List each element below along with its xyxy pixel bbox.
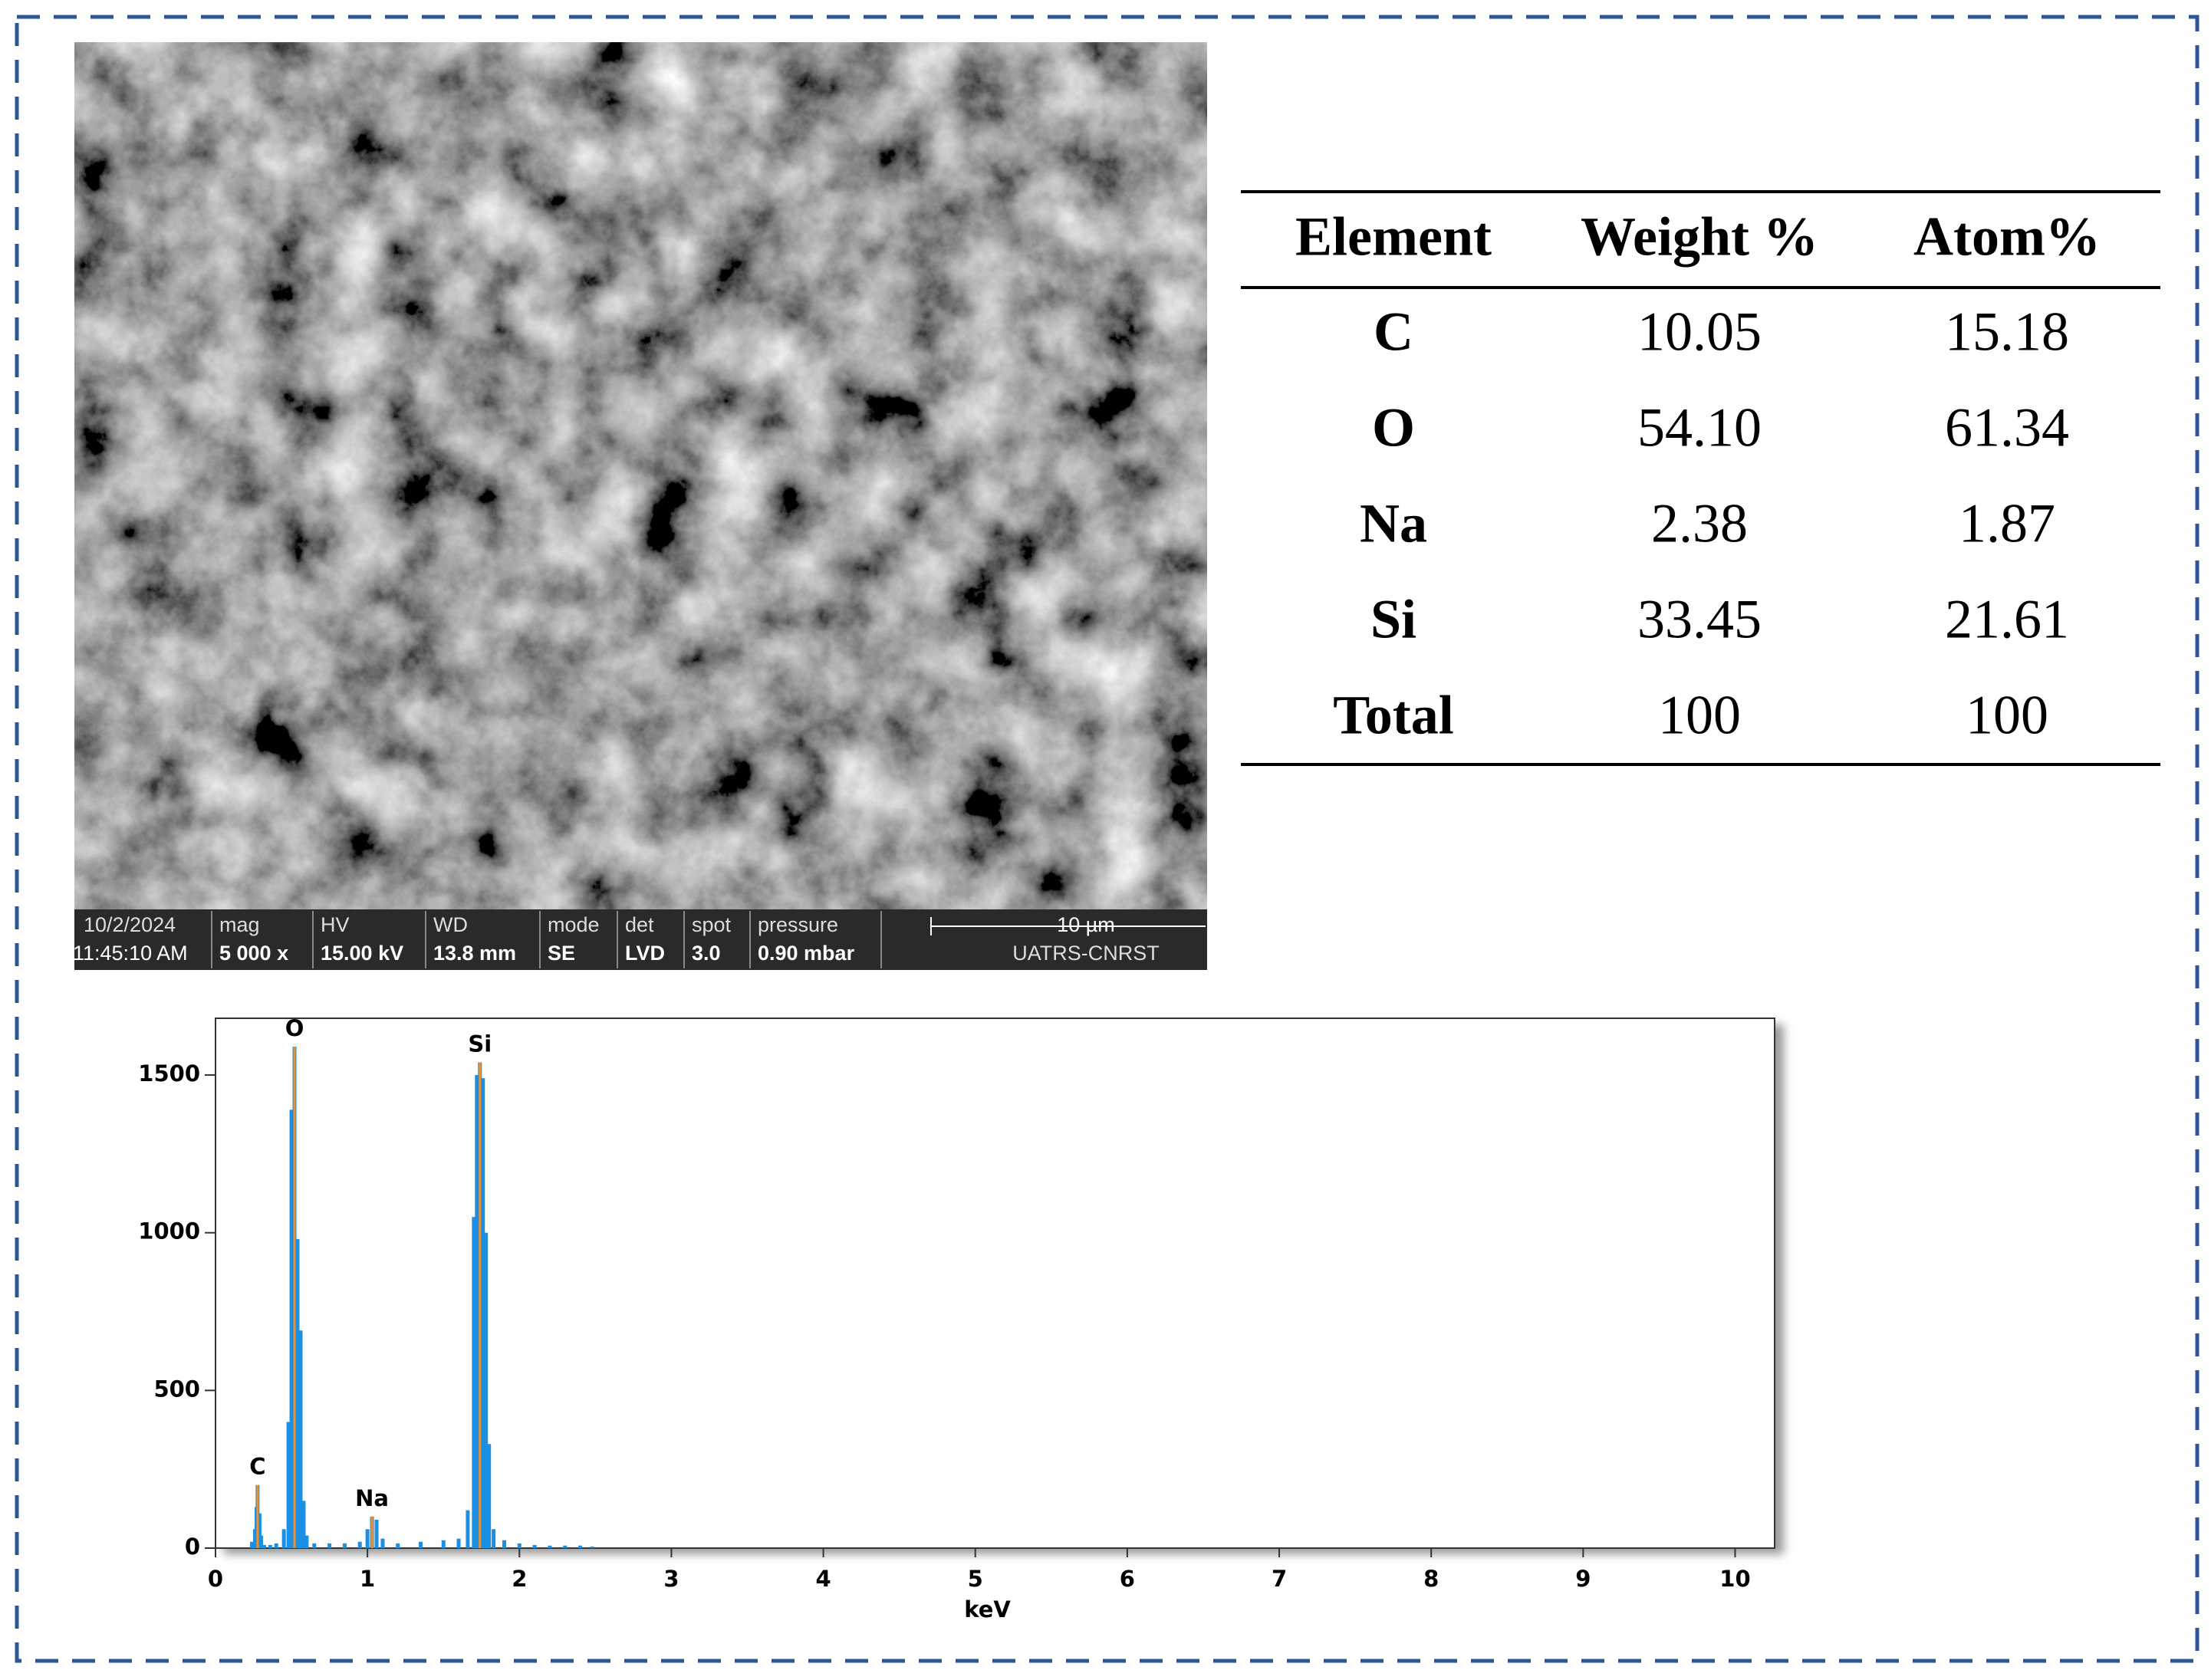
bar — [298, 1330, 303, 1548]
peak-label: O — [285, 1015, 304, 1041]
x-tick-label: 7 — [1272, 1566, 1287, 1592]
x-tick-label: 5 — [968, 1566, 983, 1592]
lab-name: UATRS-CNRST — [1012, 942, 1160, 965]
table-cell: 61.34 — [1945, 397, 2069, 459]
bar — [441, 1540, 446, 1548]
bar — [396, 1543, 400, 1548]
table-cell: 15.18 — [1945, 301, 2069, 363]
info-value: 0.90 mbar — [758, 942, 855, 965]
info-label: det — [625, 913, 654, 936]
table-cell: 1.87 — [1959, 493, 2055, 554]
bar — [472, 1217, 476, 1548]
table-row-header: O — [1372, 397, 1415, 459]
info-label: mode — [548, 913, 600, 936]
bar — [301, 1501, 306, 1548]
y-tick-label: 500 — [153, 1376, 200, 1402]
scale-bar-label: 10 µm — [1057, 913, 1115, 936]
bar — [342, 1543, 347, 1548]
y-tick-label: 1000 — [138, 1218, 200, 1244]
bar — [257, 1513, 262, 1548]
bar — [492, 1529, 496, 1548]
bar — [268, 1544, 272, 1548]
table-row-header: Na — [1360, 493, 1427, 554]
x-tick-label: 10 — [1719, 1566, 1750, 1592]
peak-label: Na — [355, 1485, 389, 1511]
bar — [548, 1545, 552, 1548]
x-tick-label: 1 — [360, 1566, 375, 1592]
bar — [563, 1545, 568, 1548]
bar — [304, 1535, 309, 1548]
bar — [258, 1535, 263, 1548]
table-header: Weight % — [1581, 206, 1818, 268]
table-cell: 100 — [1658, 685, 1741, 746]
bar — [578, 1545, 583, 1548]
dashed-frame — [15, 15, 2199, 1663]
info-value: 13.8 mm — [433, 942, 516, 965]
bar — [312, 1543, 317, 1548]
bar — [502, 1540, 506, 1548]
info-value: LVD — [625, 942, 665, 965]
sem-info-bar — [74, 909, 1207, 970]
bar — [262, 1544, 266, 1548]
bar — [456, 1538, 461, 1548]
info-value: 11:45:10 AM — [73, 942, 188, 965]
peak-label: Si — [468, 1031, 492, 1057]
table-row-header: Si — [1370, 589, 1416, 650]
bar — [327, 1543, 332, 1548]
table-cell: 10.05 — [1637, 301, 1762, 363]
bar — [532, 1544, 537, 1548]
info-value: 15.00 kV — [321, 942, 403, 965]
table-header: Element — [1295, 206, 1492, 268]
bar — [517, 1543, 521, 1548]
peak-label: C — [249, 1454, 265, 1480]
sem-image — [74, 42, 1207, 909]
table-cell: 100 — [1966, 685, 2048, 746]
bar — [590, 1546, 594, 1548]
info-label: 10/2/2024 — [84, 913, 176, 936]
plot-area — [215, 1018, 1775, 1549]
x-tick-label: 3 — [663, 1566, 679, 1592]
bar — [286, 1422, 291, 1548]
table-row-header: Total — [1333, 685, 1453, 746]
x-tick-label: 8 — [1423, 1566, 1439, 1592]
bar — [419, 1541, 423, 1548]
bar — [475, 1075, 479, 1548]
x-tick-label: 6 — [1120, 1566, 1135, 1592]
info-value: SE — [548, 942, 575, 965]
table-cell: 33.45 — [1637, 589, 1762, 650]
info-label: mag — [219, 913, 260, 936]
x-axis-label: keV — [964, 1596, 1011, 1622]
y-tick-label: 0 — [185, 1534, 200, 1560]
bar — [365, 1529, 370, 1548]
table-cell: 54.10 — [1637, 397, 1762, 459]
bar — [295, 1238, 300, 1548]
table-cell: 21.61 — [1945, 589, 2069, 650]
info-label: spot — [692, 913, 732, 936]
info-value: 5 000 x — [219, 942, 288, 965]
bar — [487, 1444, 492, 1548]
bar — [250, 1541, 255, 1548]
bar — [466, 1510, 470, 1548]
info-label: HV — [321, 913, 350, 936]
bar — [374, 1519, 379, 1548]
info-label: WD — [433, 913, 468, 936]
bar — [481, 1078, 485, 1548]
info-value: 3.0 — [692, 942, 721, 965]
bar — [484, 1232, 489, 1548]
x-tick-label: 4 — [815, 1566, 831, 1592]
x-tick-label: 2 — [512, 1566, 527, 1592]
y-tick-label: 1500 — [138, 1060, 200, 1087]
table-cell: 2.38 — [1651, 493, 1748, 554]
x-tick-label: 9 — [1575, 1566, 1591, 1592]
bar — [289, 1110, 294, 1548]
bar — [357, 1541, 362, 1548]
table-row-header: C — [1374, 301, 1413, 363]
bar — [274, 1543, 278, 1548]
table-header: Atom% — [1913, 206, 2101, 268]
bar — [281, 1529, 286, 1548]
bar — [380, 1538, 385, 1548]
info-label: pressure — [758, 913, 838, 936]
x-tick-label: 0 — [208, 1566, 223, 1592]
